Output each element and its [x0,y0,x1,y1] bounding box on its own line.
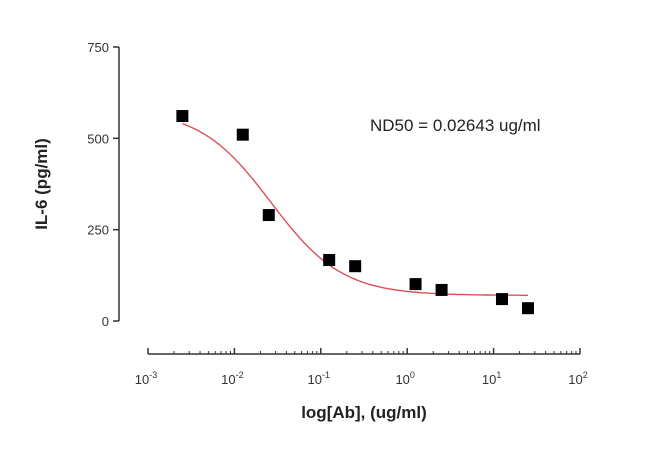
fit-curve [182,122,528,296]
x-axis-label: log[Ab], (ug/ml) [301,403,427,422]
x-tick-label: 102 [568,370,587,387]
y-axis-label: IL-6 (pg/ml) [32,138,51,230]
x-tick-exponent: -2 [236,370,244,380]
data-points [176,110,534,315]
x-tick-exponent: -3 [149,370,157,380]
y-tick-label: 0 [102,314,109,329]
x-tick-label: 10-1 [308,370,330,387]
y-tick-label: 250 [87,223,109,238]
data-point [495,293,508,306]
x-tick-label: 101 [482,370,501,387]
y-tick-label: 750 [87,40,109,55]
data-point [236,128,249,141]
data-point [176,110,189,123]
x-tick-exponent: 0 [410,370,415,380]
data-point [435,283,448,296]
x-tick-exponent: 2 [583,370,588,380]
nd50-annotation: ND50 = 0.02643 ug/ml [370,116,541,135]
x-tick-label: 10-2 [221,370,243,387]
data-point [521,302,534,315]
data-point [323,253,336,266]
x-tick-label: 10-3 [135,370,157,387]
x-tick-exponent: 1 [496,370,501,380]
x-axis: 10-3 10-2 10-1 100 101 102 [135,348,588,387]
data-point [409,278,422,291]
y-axis: 0 250 500 750 [87,40,120,329]
x-tick-exponent: -1 [322,370,330,380]
data-point [349,260,362,273]
x-tick-label: 100 [395,370,414,387]
data-point [262,209,275,222]
y-tick-label: 500 [87,131,109,146]
